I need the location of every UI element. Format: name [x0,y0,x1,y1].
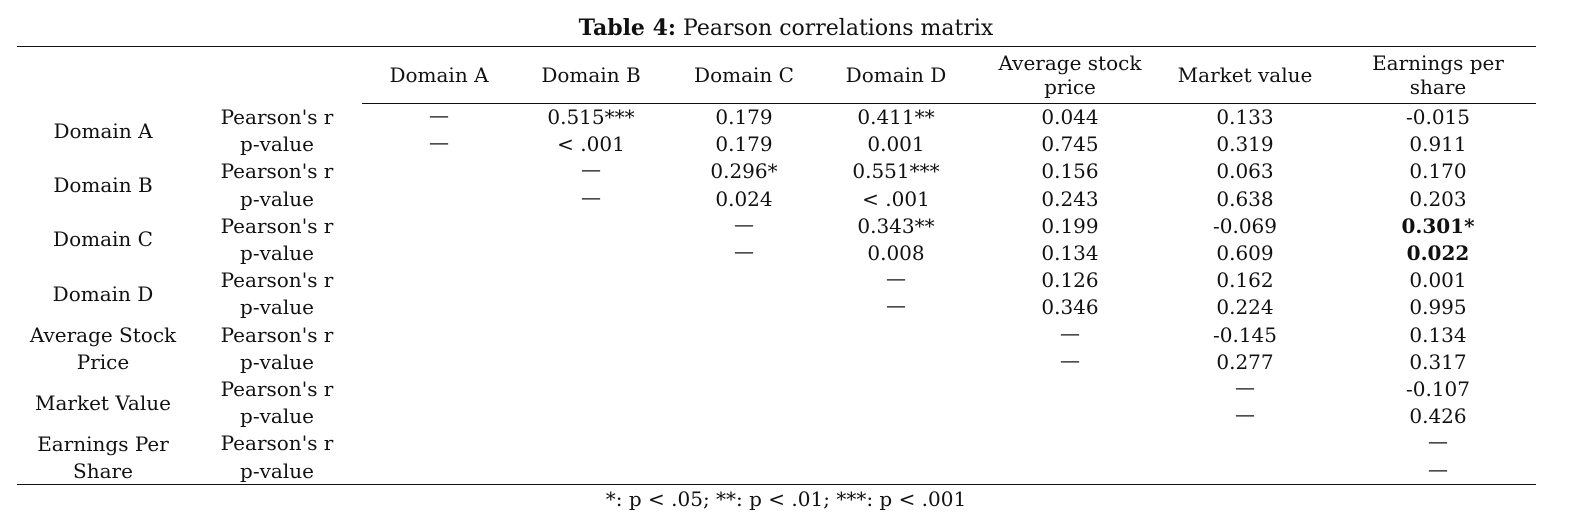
stat-label: Pearson's r [220,377,334,401]
p-value-cell: 0.277 [1216,349,1274,374]
p-value-cell: < .001 [557,132,625,157]
correlation-value: — [429,103,449,127]
correlation-value: -0.145 [1212,322,1277,347]
correlation-value: 0.063 [1216,159,1274,184]
p-value-cell: 0.319 [1216,132,1274,157]
stat-label: Pearson's r [220,322,334,347]
stat-label: p-value [240,132,314,157]
row-variable-label: Domain A [53,118,153,143]
column-header: Market value [1177,63,1313,87]
correlation-value: — [1428,429,1448,454]
p-value-cell: 0.224 [1216,295,1274,320]
p-value-cell: 0.346 [1041,295,1099,320]
p-value-cell: 0.203 [1409,186,1467,211]
row-variable-label: Domain D [52,281,154,306]
correlation-value: 0.301* [1401,213,1475,238]
p-value-cell: < .001 [862,186,930,211]
stat-label: Pearson's r [220,268,334,293]
correlation-value: 0.156 [1041,159,1099,184]
p-value-cell: 0.024 [715,186,773,211]
p-value-cell: — [429,130,449,155]
p-value-cell: — [886,293,906,318]
p-value-cell: 0.426 [1409,404,1467,429]
p-value-cell: — [734,239,754,263]
stat-label: p-value [240,458,314,483]
row-variable-label: Average Stock Price [29,322,177,374]
p-value-cell: 0.995 [1409,295,1467,320]
correlation-value: 0.044 [1041,105,1099,129]
correlation-value: 0.133 [1216,105,1274,129]
column-header: Average stock price [998,51,1142,99]
row-variable-label: Earnings Per Share [37,431,169,483]
stat-label: p-value [240,295,314,320]
correlation-value: -0.015 [1405,105,1470,129]
row-variable-label: Domain C [53,227,153,252]
correlation-value: — [1235,375,1255,399]
p-value-cell: 0.008 [867,241,925,265]
correlation-value: 0.411** [857,105,935,129]
correlation-value: 0.126 [1041,268,1099,293]
row-variable-label: Market Value [35,390,171,415]
row-variable-label: Domain B [53,173,153,198]
p-value-cell: 0.317 [1409,349,1467,374]
correlation-value: — [581,157,601,182]
correlation-value: 0.515*** [547,105,635,129]
stat-label: Pearson's r [220,213,334,238]
p-value-cell: 0.609 [1216,241,1274,265]
p-value-cell: 0.243 [1041,186,1099,211]
p-value-cell: 0.134 [1041,241,1099,265]
correlation-value: -0.069 [1212,213,1277,238]
correlation-value: — [886,266,906,291]
p-value-cell: — [1060,347,1080,372]
stat-label: Pearson's r [220,431,334,456]
p-value-cell: — [1235,402,1255,427]
stat-label: Pearson's r [220,105,334,129]
stat-label: p-value [240,186,314,211]
p-value-cell: 0.179 [715,132,773,157]
correlation-value: 0.134 [1409,322,1467,347]
p-value-cell: 0.638 [1216,186,1274,211]
correlation-value: — [734,211,754,236]
correlation-value: 0.296* [710,159,778,184]
correlation-value: 0.179 [715,105,773,129]
header-rule [362,103,1536,104]
correlation-value: — [1060,320,1080,345]
significance-footnote: *: p < .05; **: p < .01; ***: p < .001 [605,487,967,511]
table-number: Table 4: [578,15,677,41]
p-value-cell: — [581,184,601,209]
column-header: Domain A [389,63,489,87]
correlation-value: 0.199 [1041,213,1099,238]
p-value-cell: 0.001 [867,132,925,157]
correlation-value: 0.551*** [852,159,940,184]
stat-label: p-value [240,404,314,429]
top-rule [17,46,1536,47]
column-header: Domain B [541,63,641,87]
p-value-cell: 0.022 [1406,241,1470,265]
column-header: Earnings per share [1372,51,1504,99]
stat-label: p-value [240,241,314,265]
p-value-cell: 0.911 [1409,132,1467,157]
column-header: Domain D [845,63,947,87]
p-value-cell: 0.745 [1041,132,1099,157]
stat-label: p-value [240,349,314,374]
p-value-cell: — [1428,456,1448,481]
stat-label: Pearson's r [220,159,334,184]
table-caption: Table 4: Pearson correlations matrix [0,14,1572,43]
table-title: Pearson correlations matrix [676,16,994,41]
correlation-value: -0.107 [1405,377,1470,401]
bottom-rule [17,484,1536,485]
correlation-value: 0.162 [1216,268,1274,293]
correlation-value: 0.001 [1409,268,1467,293]
correlation-value: 0.170 [1409,159,1467,184]
column-header: Domain C [694,63,794,87]
correlation-value: 0.343** [857,213,935,238]
